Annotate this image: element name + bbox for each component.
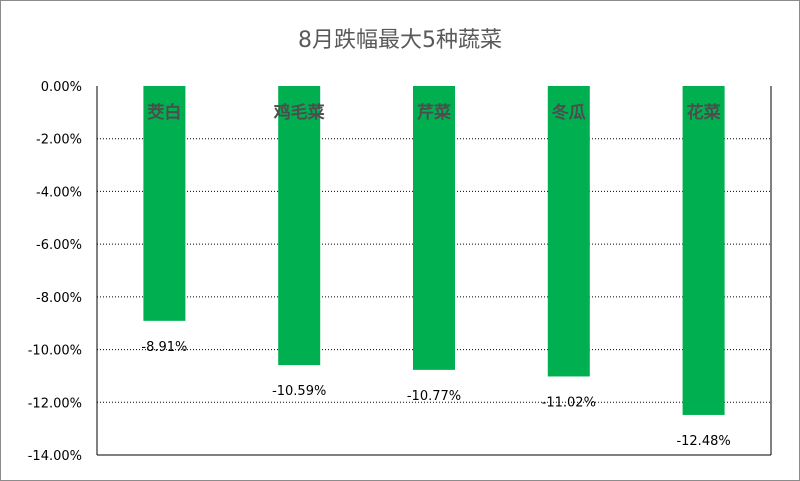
- category-label: 芹菜: [417, 102, 452, 123]
- bar: [547, 86, 590, 377]
- data-label: -10.77%: [407, 389, 461, 404]
- y-tick-label: 0.00%: [41, 80, 82, 95]
- bar: [278, 86, 321, 366]
- y-tick-label: -12.00%: [28, 396, 82, 411]
- bar: [143, 86, 186, 321]
- bar: [413, 86, 455, 370]
- y-tick-label: -10.00%: [28, 344, 82, 359]
- category-label: 鸡毛菜: [273, 102, 326, 123]
- data-label: -11.02%: [542, 395, 596, 410]
- data-label: -8.91%: [141, 340, 187, 355]
- bar: [682, 86, 725, 415]
- y-tick-label: -8.00%: [36, 291, 82, 306]
- category-label: 冬瓜: [552, 102, 586, 123]
- y-tick-label: -6.00%: [36, 238, 82, 253]
- chart-title: 8月跌幅最大5种蔬菜: [298, 28, 502, 53]
- data-label: -12.48%: [676, 434, 730, 449]
- category-label: 花菜: [687, 102, 722, 123]
- category-label: 茭白: [147, 102, 181, 123]
- y-tick-label: -14.00%: [28, 449, 82, 464]
- y-tick-label: -2.00%: [36, 133, 82, 148]
- data-label: -10.59%: [272, 384, 326, 399]
- y-tick-label: -4.00%: [36, 185, 82, 200]
